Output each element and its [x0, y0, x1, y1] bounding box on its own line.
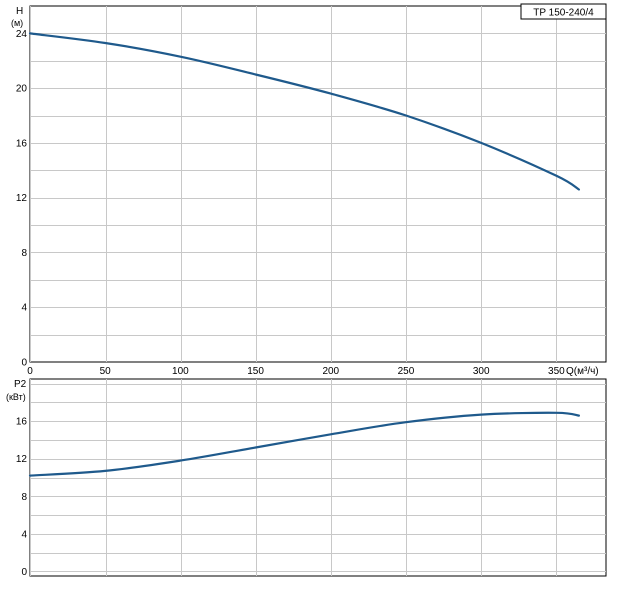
flow-axis-title: Q(м³/ч) — [566, 366, 599, 377]
power-y-tick-label: 12 — [16, 454, 28, 465]
power-plot-frame — [29, 378, 607, 577]
power-y-tick-label: 8 — [21, 492, 27, 503]
head-x-tick-labels: 0 50 100 150 200 250 300 350 — [27, 366, 565, 377]
head-y-tick-labels: 0 4 8 12 16 20 24 — [16, 29, 28, 369]
head-y-tick-label: 12 — [16, 193, 28, 204]
head-x-tick-label: 350 — [548, 366, 565, 377]
head-y-tick-label: 16 — [16, 138, 28, 149]
head-y-tick-label: 8 — [21, 248, 27, 259]
head-y-tick-label: 20 — [16, 84, 28, 95]
head-y-tick-label: 4 — [21, 303, 27, 314]
head-plot-frame — [29, 5, 607, 363]
head-x-tick-label: 200 — [322, 366, 339, 377]
head-x-tick-label: 0 — [27, 366, 33, 377]
head-plot-grid — [30, 6, 606, 362]
power-y-tick-label: 4 — [21, 529, 27, 540]
head-x-tick-label: 50 — [100, 366, 112, 377]
head-curve — [28, 32, 580, 191]
head-axis-unit: (м) — [11, 18, 23, 28]
head-axis-title: H — [16, 6, 23, 17]
head-x-tick-label: 300 — [473, 366, 490, 377]
head-x-tick-label: 150 — [247, 366, 264, 377]
pump-model-badge — [520, 3, 607, 20]
power-curve — [28, 411, 580, 477]
power-y-tick-label: 0 — [21, 567, 27, 578]
head-x-tick-label: 250 — [398, 366, 415, 377]
power-y-tick-labels: 0 4 8 12 16 — [16, 417, 28, 578]
pump-model-label: TP 150-240/4 — [533, 8, 594, 19]
power-plot-grid — [30, 379, 606, 576]
power-y-tick-label: 16 — [16, 417, 28, 428]
head-y-tick-label: 0 — [21, 358, 27, 369]
power-axis-title: P2 — [14, 379, 27, 390]
head-y-tick-label: 24 — [16, 29, 28, 40]
head-x-tick-label: 100 — [172, 366, 189, 377]
power-axis-unit: (кВт) — [6, 392, 26, 402]
